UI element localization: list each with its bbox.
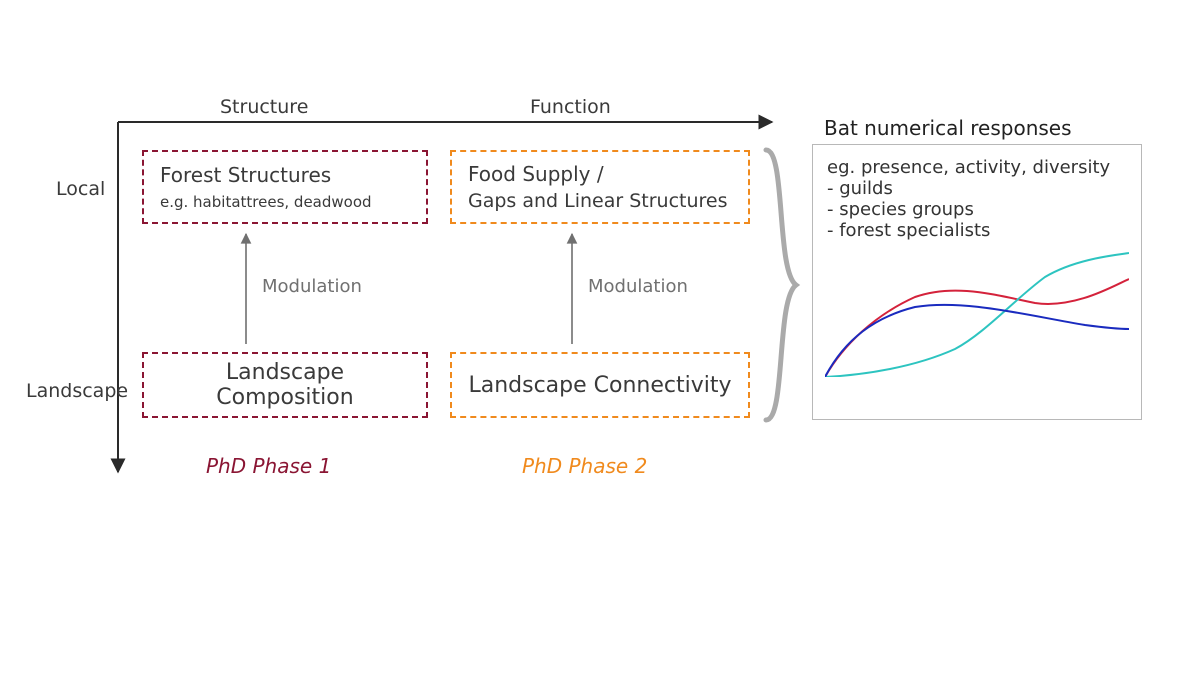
phase-1-label: PhD Phase 1 — [206, 454, 331, 478]
box-forest-structures: Forest Structures e.g. habitattrees, dea… — [142, 150, 428, 224]
responses-line-2: - species groups — [827, 199, 1127, 220]
box-food-supply: Food Supply / Gaps and Linear Structures — [450, 150, 750, 224]
curly-brace — [766, 150, 796, 420]
responses-line-0: eg. presence, activity, diversity — [827, 157, 1127, 178]
modulation-label-1: Modulation — [262, 276, 362, 297]
box-landscape-composition: Landscape Composition — [142, 352, 428, 418]
box-title: Forest Structures — [160, 163, 410, 187]
modulation-label-2: Modulation — [588, 276, 688, 297]
box-landscape-connectivity: Landscape Connectivity — [450, 352, 750, 418]
box-title: Landscape Connectivity — [468, 373, 731, 398]
box-subtitle: e.g. habitattrees, deadwood — [160, 193, 410, 211]
box-title: Landscape Composition — [160, 360, 410, 410]
y-label-local: Local — [56, 178, 105, 200]
responses-box: eg. presence, activity, diversity - guil… — [812, 144, 1142, 420]
box-subtitle: Gaps and Linear Structures — [468, 190, 732, 212]
responses-title: Bat numerical responses — [824, 116, 1072, 140]
curve-red — [825, 279, 1129, 377]
curve-cyan — [825, 253, 1129, 377]
x-label-structure: Structure — [220, 96, 308, 118]
diagram-stage: Structure Function Local Landscape Fores… — [0, 0, 1200, 675]
phase-2-label: PhD Phase 2 — [522, 454, 647, 478]
x-label-function: Function — [530, 96, 611, 118]
box-title: Food Supply / — [468, 162, 732, 186]
curve-blue — [825, 305, 1129, 377]
response-curves-chart — [825, 249, 1129, 377]
responses-line-3: - forest specialists — [827, 220, 1127, 241]
responses-line-1: - guilds — [827, 178, 1127, 199]
y-label-landscape: Landscape — [26, 380, 128, 402]
